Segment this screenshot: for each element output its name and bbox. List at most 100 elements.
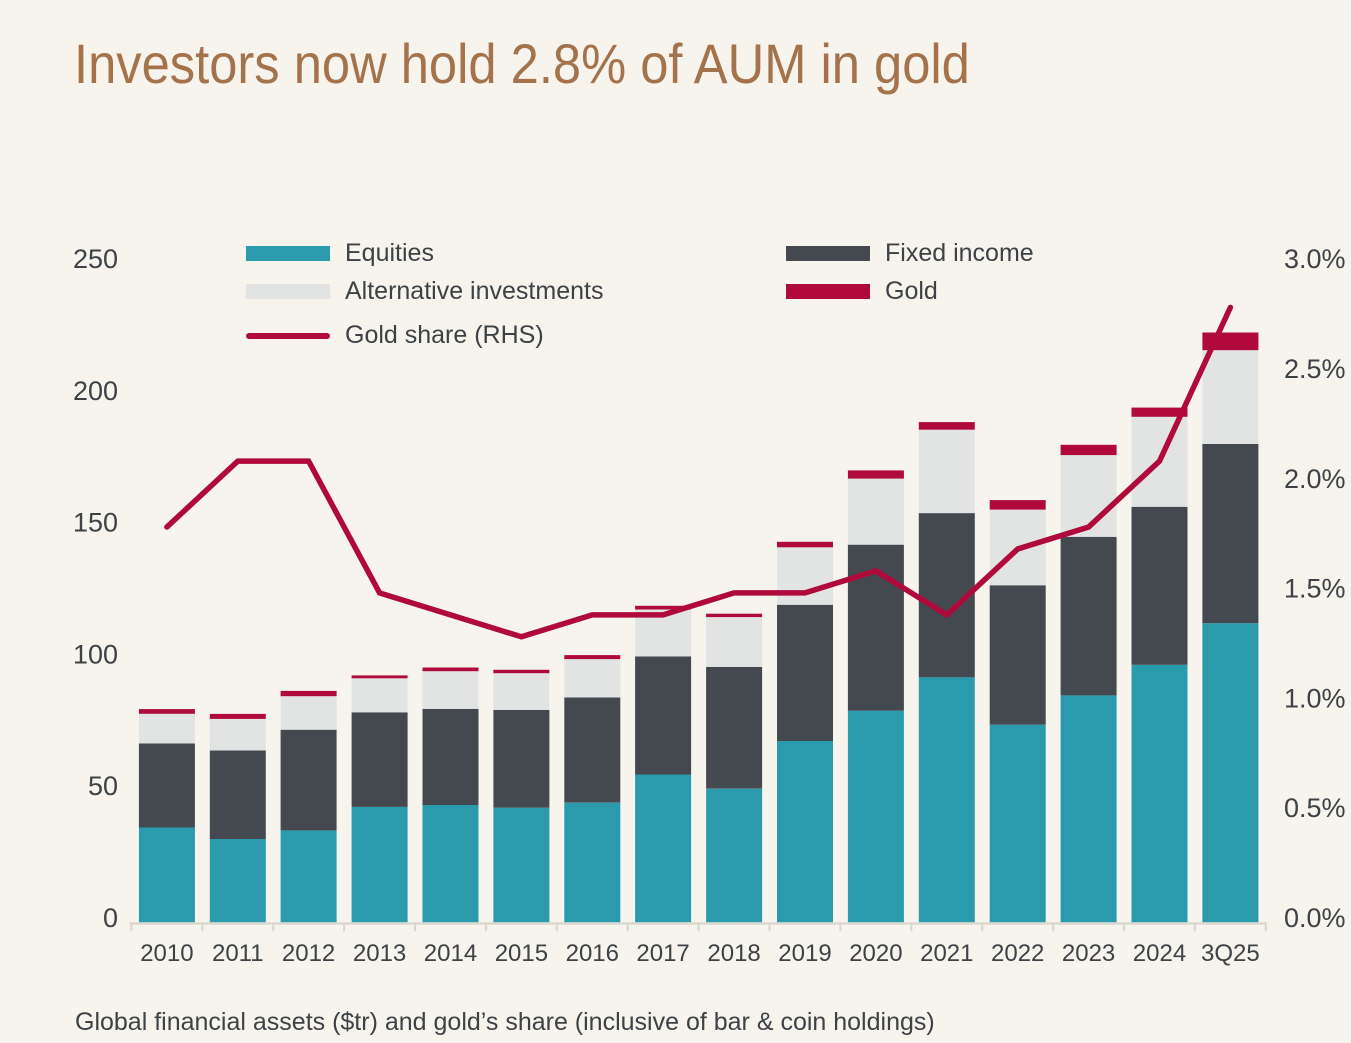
x-axis-tick — [272, 922, 275, 932]
bar-segment-alternative_investments-2023 — [1060, 455, 1117, 537]
left-axis-label: 200 — [73, 376, 118, 406]
x-axis-tick — [484, 922, 487, 932]
right-axis-label: 3.0% — [1284, 244, 1346, 274]
x-axis-tick — [626, 922, 629, 932]
bar-segment-alternative_investments-2010 — [138, 713, 195, 744]
x-axis-label-2011: 2011 — [212, 940, 264, 967]
legend-item-fixed-income: Fixed income — [786, 239, 1034, 267]
bar-segment-equities-2018 — [706, 788, 763, 923]
x-axis-tick — [839, 922, 842, 932]
right-axis-label: 0.5% — [1284, 793, 1346, 823]
bar-segment-gold-2015 — [493, 669, 550, 674]
left-axis-label: 50 — [88, 771, 118, 801]
bar-segment-fixed_income-2015 — [493, 709, 550, 808]
x-axis-label-2023: 2023 — [1062, 940, 1115, 967]
bar-segment-alternative_investments-2011 — [209, 718, 266, 751]
legend-color-swatch — [786, 246, 870, 261]
bar-segment-equities-2019 — [777, 741, 833, 923]
bar-segment-alternative_investments-2018 — [706, 617, 763, 667]
legend-label: Alternative investments — [345, 277, 604, 305]
legend-item-equities: Equities — [246, 239, 434, 267]
bar-segment-equities-2015 — [493, 807, 550, 923]
left-axis-label: 150 — [73, 508, 118, 538]
x-axis-tick — [1193, 922, 1196, 932]
x-axis-tick — [414, 922, 416, 932]
bar-segment-fixed_income-2012 — [280, 729, 337, 831]
x-axis-label-2012: 2012 — [282, 940, 335, 967]
bar-segment-equities-2011 — [209, 839, 266, 923]
right-axis-label: 0.0% — [1284, 903, 1346, 933]
bar-segment-alternative_investments-2012 — [280, 696, 337, 730]
bar-segment-alternative_investments-2021 — [918, 429, 975, 514]
legend-color-swatch — [246, 246, 330, 261]
bar-segment-alternative_investments-2013 — [351, 678, 408, 713]
legend-item-alternative-investments: Alternative investments — [246, 277, 603, 305]
bar-segment-fixed_income-2014 — [422, 708, 479, 805]
bar-segment-equities-2010 — [138, 827, 195, 923]
bar-segment-equities-2014 — [422, 805, 479, 923]
bar-segment-fixed_income-2011 — [209, 750, 266, 839]
x-axis-label-2018: 2018 — [707, 940, 760, 967]
bar-segment-fixed_income-2016 — [564, 697, 621, 803]
bar-segment-equities-2024 — [1131, 664, 1188, 923]
right-axis-label: 1.5% — [1284, 574, 1346, 604]
legend-label: Equities — [345, 239, 434, 267]
bar-segment-alternative_investments-2014 — [422, 671, 479, 709]
bar-segment-equities-2012 — [280, 830, 337, 923]
x-axis-label-2013: 2013 — [353, 940, 406, 967]
x-axis-label-2014: 2014 — [424, 940, 477, 967]
x-axis-label-3q25: 3Q25 — [1201, 940, 1260, 967]
bar-segment-equities-2017 — [635, 774, 692, 923]
bar-segment-gold-2014 — [422, 667, 479, 672]
bar-segment-alternative_investments-3q25 — [1202, 350, 1259, 444]
x-axis-tick — [201, 922, 204, 932]
bar-segment-fixed_income-2024 — [1131, 506, 1188, 665]
bar-segment-gold-2020 — [847, 470, 904, 479]
bar-segment-gold-2017 — [635, 605, 692, 610]
legend-label: Gold share (RHS) — [345, 321, 544, 349]
bar-segment-equities-2020 — [847, 710, 904, 923]
x-axis-label-2016: 2016 — [566, 940, 619, 967]
bar-segment-equities-2016 — [564, 802, 621, 923]
x-axis-tick — [910, 922, 913, 932]
legend-label: Gold — [885, 277, 938, 305]
gold-share-line — [164, 304, 1234, 640]
bar-segment-alternative_investments-2019 — [777, 547, 833, 605]
bar-segment-fixed_income-2013 — [351, 712, 408, 807]
bar-segment-equities-2021 — [918, 677, 975, 923]
bar-segment-fixed_income-3q25 — [1202, 444, 1259, 624]
x-axis-label-2024: 2024 — [1133, 940, 1186, 967]
bar-segment-alternative_investments-2020 — [847, 478, 904, 545]
left-axis-label: 250 — [73, 244, 118, 274]
x-axis-label-2021: 2021 — [920, 940, 973, 967]
bar-segment-equities-3q25 — [1202, 623, 1259, 923]
legend-line-swatch — [246, 332, 330, 339]
bar-segment-fixed_income-2019 — [777, 604, 833, 741]
x-axis-label-2019: 2019 — [778, 940, 831, 967]
x-axis-tick — [1052, 922, 1055, 932]
legend-item-gold-share-rhs: Gold share (RHS) — [246, 321, 544, 349]
bar-segment-gold-2013 — [351, 675, 408, 679]
right-axis-label: 2.0% — [1284, 464, 1346, 494]
bar-segment-gold-2023 — [1060, 444, 1117, 456]
bar-segment-equities-2022 — [989, 724, 1046, 923]
bar-segment-gold-2022 — [989, 500, 1046, 510]
chart-footnote: Global financial assets ($tr) and gold’s… — [75, 1008, 935, 1036]
x-axis-tick — [768, 922, 771, 932]
x-axis-tick — [981, 922, 984, 932]
left-axis-label: 100 — [73, 640, 118, 670]
bar-segment-fixed_income-2018 — [706, 666, 763, 789]
bar-segment-equities-2013 — [351, 806, 408, 923]
bar-segment-fixed_income-2017 — [635, 656, 692, 775]
bar-segment-gold-2021 — [918, 422, 975, 430]
bar-segment-gold-2016 — [564, 655, 621, 660]
x-axis-label-2022: 2022 — [991, 940, 1044, 967]
bar-segment-fixed_income-2022 — [989, 585, 1046, 725]
x-axis-tick — [130, 922, 133, 932]
x-axis-tick — [555, 922, 558, 932]
legend-color-swatch — [786, 284, 870, 299]
legend-item-gold: Gold — [786, 277, 938, 305]
bar-segment-gold-2018 — [706, 613, 763, 618]
x-axis-tick — [697, 922, 700, 932]
